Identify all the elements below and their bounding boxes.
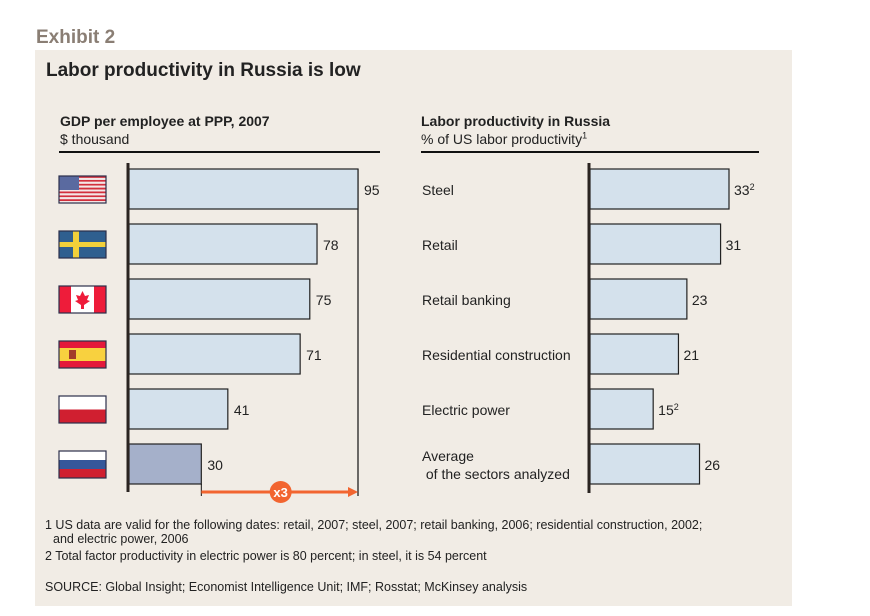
us-flag-icon xyxy=(58,175,107,204)
exhibit-label: Exhibit 2 xyxy=(36,27,116,48)
category-label: Retail banking xyxy=(422,292,511,308)
data-label: 21 xyxy=(683,347,699,363)
flag-border xyxy=(58,340,107,369)
flag-canton xyxy=(59,176,79,190)
flag-stripe xyxy=(59,201,106,203)
flag-stripe xyxy=(59,176,106,178)
chart-title: Labor productivity in Russia is low xyxy=(46,60,361,81)
flag-stripe xyxy=(59,183,106,186)
flag-stripe xyxy=(59,189,106,192)
bar-sweden xyxy=(128,223,318,265)
flag-band xyxy=(59,451,106,460)
bar-united-states xyxy=(128,168,359,210)
flag-stripe xyxy=(59,177,106,180)
category-label: Electric power xyxy=(422,402,510,418)
left-chart-rule xyxy=(59,151,380,153)
flag-band xyxy=(59,469,106,478)
category-label: of the sectors analyzed xyxy=(422,466,570,482)
footnote-2: 2 Total factor productivity in electric … xyxy=(45,549,487,563)
flag-cross xyxy=(59,242,106,247)
bar-poland xyxy=(128,388,229,430)
russia-flag-icon xyxy=(58,450,107,479)
poland-flag-icon xyxy=(58,395,107,424)
data-label: 332 xyxy=(734,182,755,198)
flag-border xyxy=(58,175,107,204)
right-chart-title: Labor productivity in Russia xyxy=(421,113,611,129)
flag-band xyxy=(59,460,106,469)
spain-flag-icon xyxy=(58,340,107,369)
bar-steel xyxy=(589,168,730,210)
category-label: Steel xyxy=(422,182,454,198)
coat-of-arms xyxy=(69,350,76,359)
data-label: 23 xyxy=(692,292,708,308)
flag-stripe xyxy=(59,195,106,198)
left-chart-subtitle: $ thousand xyxy=(60,131,130,147)
data-label: 95 xyxy=(364,182,380,198)
flag-band xyxy=(59,409,106,423)
multiplier-badge xyxy=(269,481,292,503)
bar-residential-construction xyxy=(589,333,680,375)
flag-border xyxy=(58,450,107,479)
maple-leaf xyxy=(75,291,90,309)
flag-border xyxy=(58,395,107,424)
right-chart-rule xyxy=(421,151,759,153)
data-label: 75 xyxy=(316,292,332,308)
multiplier-label: x3 xyxy=(273,485,287,500)
sweden-flag-icon xyxy=(58,230,107,259)
bar-retail-banking xyxy=(589,278,688,320)
right-chart-subtitle: % of US labor productivity1 xyxy=(421,131,587,147)
flag-stripe xyxy=(59,179,106,182)
flag-stripe xyxy=(59,185,106,188)
data-label: 152 xyxy=(658,402,679,418)
footnote-marker: 1 xyxy=(582,130,588,141)
flag-band xyxy=(59,348,106,361)
data-label: 30 xyxy=(207,457,223,473)
flag-stripe xyxy=(59,181,106,184)
flag-band xyxy=(59,286,71,313)
bar-canada xyxy=(128,278,311,320)
arrow-head-icon xyxy=(348,487,358,497)
chart-panel xyxy=(35,50,792,606)
category-label: Residential construction xyxy=(422,347,571,363)
flag-border xyxy=(58,230,107,259)
data-label: 78 xyxy=(323,237,339,253)
category-label: Retail xyxy=(422,237,458,253)
footnote-marker: 2 xyxy=(674,402,679,412)
data-label: 26 xyxy=(705,457,721,473)
flag-border xyxy=(58,285,107,314)
bar-electric-power xyxy=(589,388,654,430)
bar-average-of-the-sectors-analyzed xyxy=(589,443,701,485)
flag-stripe xyxy=(59,187,106,190)
footnote-1: 1 US data are valid for the following da… xyxy=(45,518,703,532)
bar-spain xyxy=(128,333,301,375)
bar-retail xyxy=(589,223,722,265)
flag-stripe xyxy=(59,199,106,202)
canada-flag-icon xyxy=(58,285,107,314)
data-label: 31 xyxy=(726,237,742,253)
bar-russia xyxy=(128,443,202,485)
flag-stripe xyxy=(59,193,106,196)
category-label: Average xyxy=(422,448,474,464)
source-note: SOURCE: Global Insight; Economist Intell… xyxy=(45,580,528,594)
data-label: 71 xyxy=(306,347,322,363)
flag-stripe xyxy=(59,197,106,200)
footnote-1-cont: and electric power, 2006 xyxy=(53,532,189,546)
footnote-marker: 2 xyxy=(750,182,755,192)
right-chart-subtitle-text: % of US labor productivity xyxy=(421,131,583,147)
flag-band xyxy=(94,286,106,313)
data-label: 41 xyxy=(234,402,250,418)
flag-stripe xyxy=(59,191,106,194)
left-chart-title: GDP per employee at PPP, 2007 xyxy=(60,113,270,129)
flag-band xyxy=(59,396,106,410)
